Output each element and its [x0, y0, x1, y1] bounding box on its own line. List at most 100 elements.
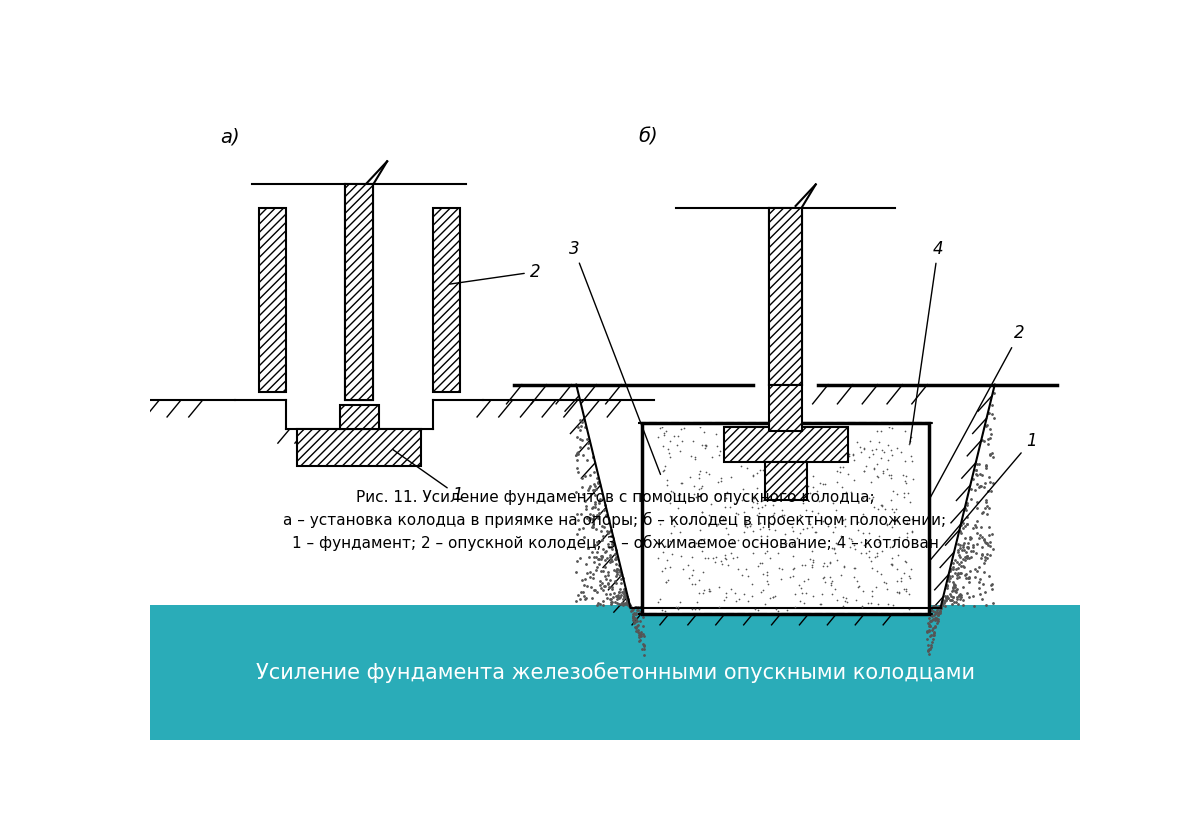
Bar — [769, 208, 802, 385]
Point — [683, 435, 702, 448]
Point — [685, 453, 704, 466]
Point — [715, 488, 734, 501]
Point — [737, 426, 756, 440]
Point — [808, 445, 827, 459]
Point — [656, 576, 676, 589]
Point — [853, 508, 872, 521]
Bar — [654, 423, 917, 427]
Point — [792, 581, 811, 594]
Point — [862, 597, 881, 610]
Point — [678, 558, 697, 571]
Point — [787, 531, 806, 544]
Point — [706, 489, 725, 502]
Point — [750, 537, 769, 550]
Point — [757, 452, 776, 465]
Point — [852, 600, 871, 613]
Point — [902, 524, 922, 538]
Point — [842, 534, 862, 547]
Point — [796, 464, 815, 477]
Point — [854, 465, 874, 478]
Point — [653, 564, 672, 578]
Point — [872, 443, 892, 456]
Point — [882, 444, 901, 457]
Point — [814, 572, 833, 585]
Point — [794, 596, 814, 609]
Point — [696, 439, 715, 452]
Point — [898, 530, 917, 543]
Point — [811, 597, 830, 611]
Point — [859, 450, 878, 464]
Point — [846, 542, 865, 555]
Point — [815, 570, 834, 583]
Point — [792, 459, 811, 472]
Point — [722, 535, 742, 548]
Point — [784, 562, 803, 575]
Point — [716, 491, 736, 504]
Point — [715, 448, 734, 461]
Point — [724, 552, 743, 565]
Point — [827, 553, 846, 567]
Point — [672, 549, 691, 563]
Point — [776, 456, 796, 470]
Point — [756, 499, 775, 512]
Bar — [346, 184, 373, 400]
Point — [655, 428, 674, 441]
Point — [696, 438, 715, 451]
Point — [722, 450, 742, 464]
Point — [756, 440, 775, 454]
Point — [684, 487, 703, 500]
Point — [720, 500, 739, 514]
Point — [871, 425, 890, 438]
Point — [821, 557, 840, 570]
Point — [658, 553, 677, 567]
Point — [882, 558, 901, 571]
Point — [750, 447, 769, 460]
Point — [888, 514, 907, 528]
Point — [730, 592, 749, 605]
Text: 2: 2 — [930, 324, 1025, 498]
Point — [706, 555, 725, 568]
Point — [872, 498, 892, 511]
Point — [769, 604, 788, 617]
Point — [715, 535, 734, 548]
Point — [780, 571, 799, 584]
Point — [716, 590, 736, 603]
Point — [804, 590, 823, 603]
Point — [716, 586, 736, 599]
Point — [823, 575, 842, 588]
Point — [701, 585, 720, 598]
Point — [775, 528, 794, 541]
Point — [862, 590, 881, 603]
Point — [774, 452, 793, 465]
Point — [833, 599, 852, 612]
Point — [742, 424, 761, 437]
Point — [679, 516, 698, 529]
Point — [743, 469, 762, 482]
Point — [782, 471, 802, 484]
Point — [757, 568, 776, 582]
Point — [853, 527, 872, 540]
Point — [898, 516, 917, 529]
Point — [814, 440, 833, 453]
Point — [713, 513, 732, 526]
Point — [804, 553, 823, 566]
Point — [828, 594, 847, 607]
Point — [766, 484, 785, 498]
Point — [742, 500, 761, 514]
Point — [844, 447, 863, 460]
Point — [763, 509, 782, 522]
Point — [799, 514, 818, 528]
Point — [728, 507, 748, 520]
Point — [766, 589, 785, 602]
Point — [782, 520, 802, 534]
Point — [774, 509, 793, 522]
Point — [877, 582, 896, 595]
Bar — [769, 385, 802, 428]
Point — [834, 452, 853, 465]
Point — [666, 600, 685, 613]
Point — [702, 513, 721, 526]
Point — [668, 501, 688, 514]
Point — [769, 561, 788, 574]
Point — [826, 450, 845, 463]
Point — [822, 576, 841, 589]
